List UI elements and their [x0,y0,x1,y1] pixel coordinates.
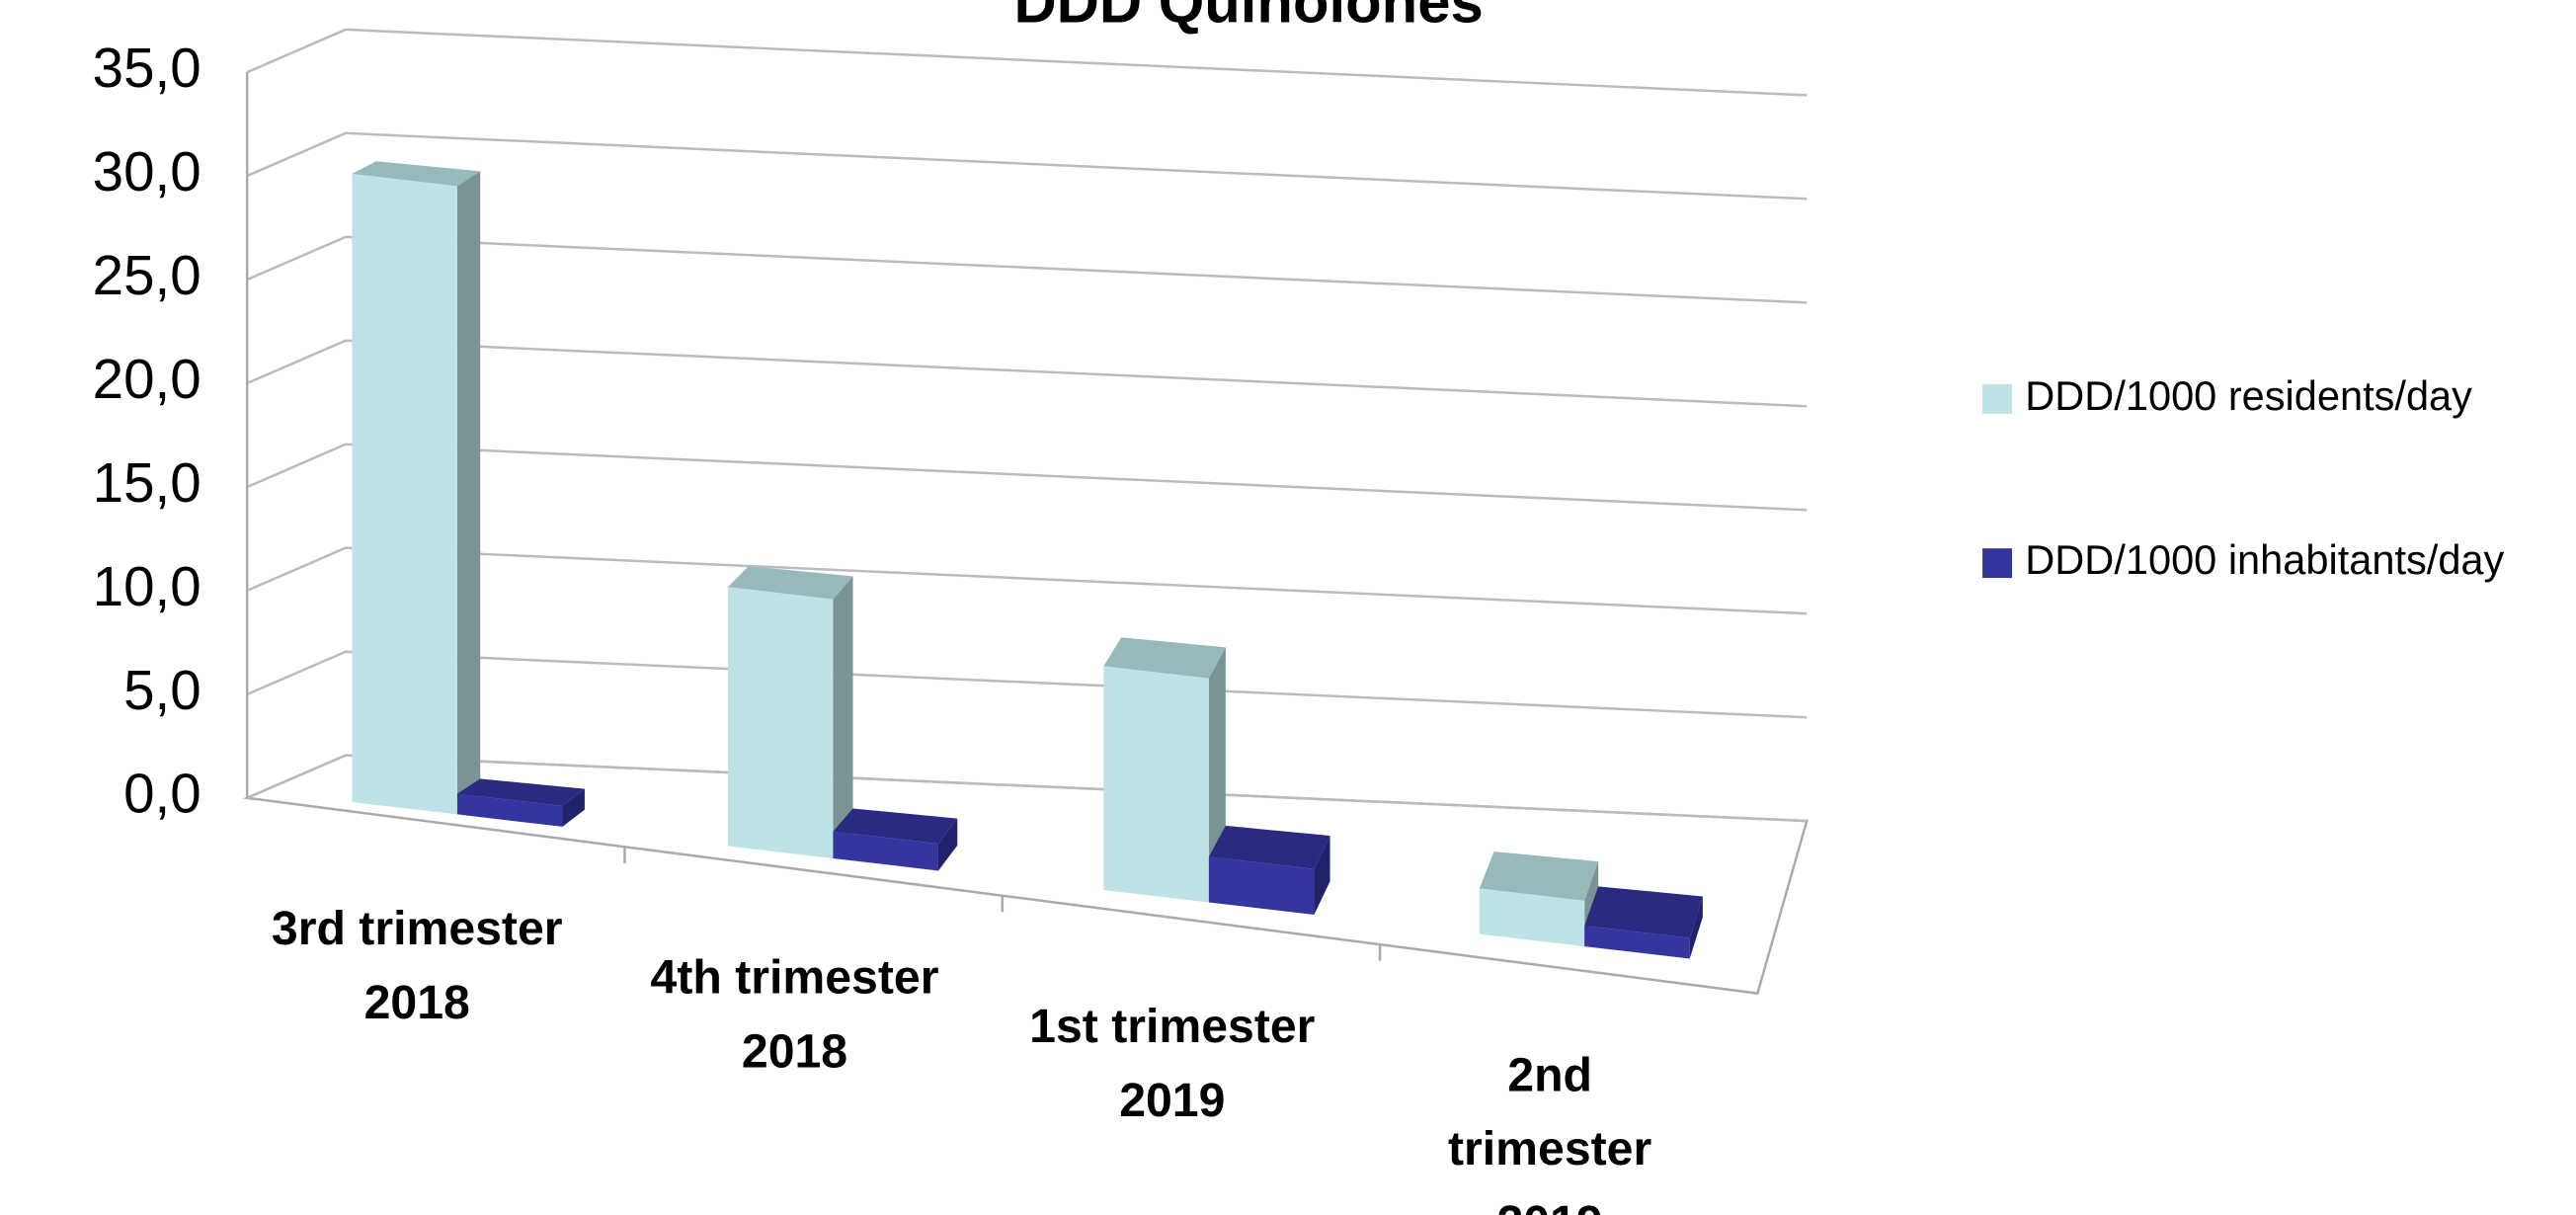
bar-front [352,174,457,815]
bar-top [833,808,958,845]
x-tick-line: 4th trimester [651,950,939,1004]
y-tick-label: 20,0 [93,348,201,410]
x-tick-line: 2018 [364,976,470,1029]
x-tick-line: 2019 [1497,1196,1603,1215]
bar-front [727,587,834,858]
x-tick-line: 3rd trimester [272,902,563,955]
x-tick-label: 4th trimester 2018 [651,950,939,1078]
y-tick-label: 10,0 [93,555,201,617]
bar-top [1584,886,1703,938]
legend-label: DDD/1000 inhabitants/day [2025,536,2504,583]
x-tick-label: 2nd trimester 2019 [1448,1048,1651,1215]
bar-front [1103,666,1209,903]
y-tick-label: 35,0 [93,37,201,99]
y-tick-label: 15,0 [93,451,201,514]
bar [1208,825,1330,915]
bar [1584,886,1703,959]
x-tick-line: 2019 [1119,1074,1225,1127]
bar [1479,850,1599,947]
y-tick-label: 25,0 [93,244,201,306]
grid-line [246,443,1808,512]
grid-line [246,339,1808,408]
x-tick-line: 2018 [742,1024,847,1078]
bar-top [456,778,585,806]
x-tick-label: 1st trimester 2019 [1029,1000,1316,1127]
y-tick-label: 30,0 [93,140,201,202]
x-tick-line: trimester [1448,1122,1651,1175]
bar-top [1208,825,1330,869]
bar-top [727,566,853,600]
x-tick-label: 3rd trimester 2018 [272,902,563,1029]
x-tick-line: 2nd [1507,1048,1592,1101]
legend-label: DDD/1000 residents/day [2025,372,2472,419]
y-tick-label: 0,0 [123,763,201,825]
bar [727,566,853,858]
legend-swatch [1982,383,2013,414]
grid-line [246,28,1808,97]
bar-side [1689,896,1703,959]
y-tick-label: 5,0 [123,659,201,721]
bar [1103,637,1226,903]
grid-line [246,754,1808,823]
bar-front [1208,856,1315,915]
grid-line [246,235,1808,304]
bar [833,808,958,871]
bar-top [352,161,481,187]
x-tick-line: 1st trimester [1029,1000,1316,1053]
bar-front [833,831,938,871]
bar [456,778,585,827]
bar-side [833,576,853,858]
bar-side [456,171,481,815]
grid-line [246,131,1808,201]
bar-front [1479,888,1585,947]
grid-line [246,546,1808,615]
bar-front [1584,926,1690,959]
bar-top [1103,637,1226,679]
bar-top [1479,850,1599,901]
bar-front [456,793,563,827]
grid-line [246,650,1808,719]
bar [352,161,481,815]
bar-side [1314,836,1330,915]
bar-side [937,818,958,871]
chart-title: DDD Quinolones [1013,0,1483,35]
bar-side [562,788,585,827]
legend-swatch [1982,548,2013,579]
